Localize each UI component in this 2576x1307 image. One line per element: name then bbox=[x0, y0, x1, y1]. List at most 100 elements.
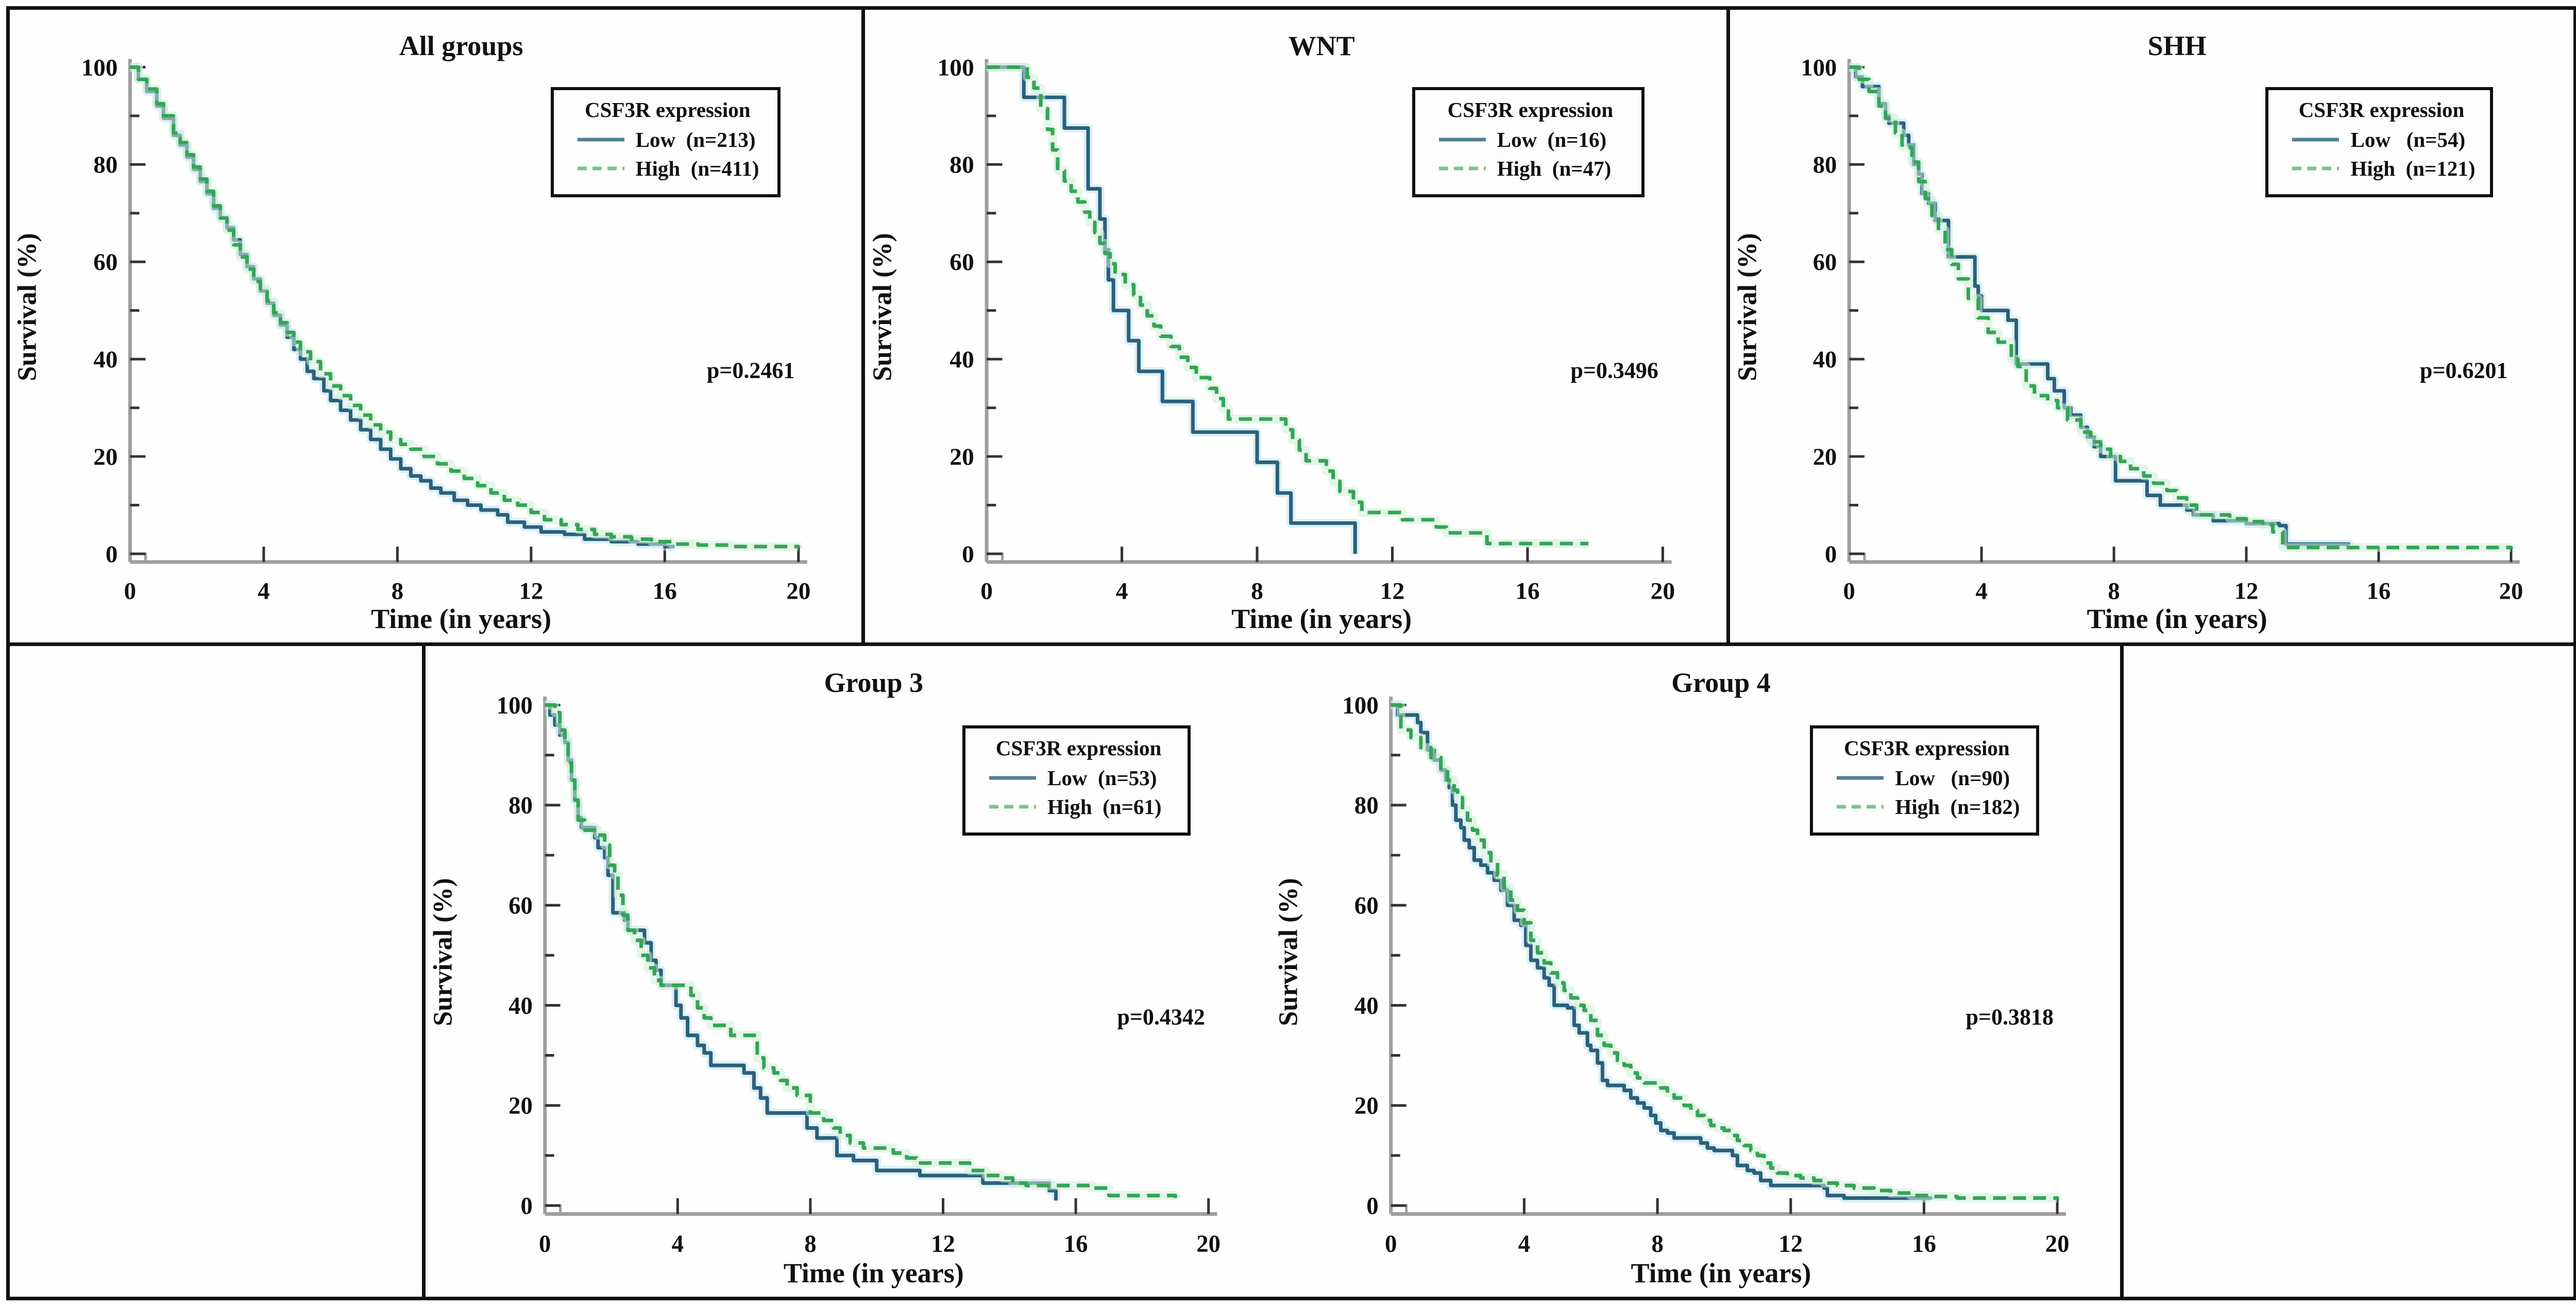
svg-text:20: 20 bbox=[1196, 1231, 1221, 1258]
svg-text:12: 12 bbox=[1778, 1231, 1803, 1258]
legend-title: CSF3R expression bbox=[1447, 97, 1614, 122]
svg-text:8: 8 bbox=[392, 578, 404, 605]
legend-title: CSF3R expression bbox=[1844, 736, 2010, 760]
svg-text:0: 0 bbox=[520, 1193, 532, 1220]
legend-title: CSF3R expression bbox=[2298, 97, 2465, 122]
high-dashed-line-swatch-icon bbox=[1837, 805, 1884, 809]
legend-label-high: High (n=411) bbox=[635, 156, 759, 180]
svg-text:16: 16 bbox=[653, 578, 677, 605]
legend-box: CSF3R expression Low (n=16) High (n=47) bbox=[1412, 87, 1645, 197]
svg-text:8: 8 bbox=[804, 1231, 816, 1258]
svg-text:80: 80 bbox=[1813, 151, 1837, 178]
p-value: p=0.6201 bbox=[2419, 358, 2508, 383]
legend-label-low: Low (n=90) bbox=[1895, 766, 2010, 790]
legend-box: CSF3R expression Low (n=213) High (n=411… bbox=[550, 87, 781, 197]
x-axis-label: Time (in years) bbox=[1231, 603, 1412, 635]
survival-plot-canvas: 0 20 40 60 80 100 0 4 8 12 16 20 bbox=[937, 55, 1675, 605]
legend-label-high: High (n=121) bbox=[2350, 156, 2476, 180]
svg-text:40: 40 bbox=[93, 346, 117, 373]
x-axis-label: Time (in years) bbox=[783, 1257, 964, 1288]
legend-row-low: Low (n=90) bbox=[1836, 766, 2031, 790]
high-dashed-line-swatch-icon bbox=[577, 166, 624, 171]
svg-text:100: 100 bbox=[81, 54, 118, 81]
legend-row-low: Low (n=213) bbox=[577, 127, 772, 152]
low-line-swatch-icon bbox=[1837, 776, 1884, 780]
svg-text:0: 0 bbox=[124, 578, 137, 605]
svg-text:4: 4 bbox=[1975, 578, 1987, 604]
svg-text:60: 60 bbox=[1354, 892, 1379, 920]
svg-text:12: 12 bbox=[931, 1231, 955, 1258]
svg-text:20: 20 bbox=[1651, 578, 1675, 605]
svg-text:100: 100 bbox=[937, 55, 974, 81]
svg-text:80: 80 bbox=[93, 151, 117, 178]
svg-text:80: 80 bbox=[950, 152, 974, 179]
svg-text:60: 60 bbox=[509, 892, 533, 920]
svg-text:16: 16 bbox=[1515, 578, 1540, 605]
high-dashed-line-swatch-icon bbox=[989, 805, 1037, 809]
legend-label-high: High (n=182) bbox=[1895, 795, 2020, 819]
svg-text:0: 0 bbox=[539, 1231, 551, 1258]
svg-text:100: 100 bbox=[497, 692, 533, 719]
svg-text:20: 20 bbox=[509, 1093, 533, 1120]
y-axis-label: Survival (%) bbox=[12, 233, 42, 381]
legend-label-low: Low (n=54) bbox=[2350, 127, 2466, 151]
x-axis-label: Time (in years) bbox=[1631, 1257, 1811, 1288]
svg-text:100: 100 bbox=[1801, 54, 1837, 81]
p-value: p=0.3496 bbox=[1570, 358, 1658, 383]
km-panel: 0 20 40 60 80 100 0 4 8 12 16 20 Group 4 Survival (… bbox=[1271, 646, 2124, 1297]
legend-box: CSF3R expression Low (n=54) High (n=121) bbox=[2265, 87, 2494, 197]
legend-label-low: Low (n=16) bbox=[1497, 127, 1607, 151]
survival-plot-canvas: 0 20 40 60 80 100 0 4 8 12 16 20 bbox=[1801, 54, 2523, 604]
legend-label-low: Low (n=53) bbox=[1047, 766, 1157, 790]
low-line-swatch-icon bbox=[2292, 138, 2340, 142]
legend-row-high: High (n=47) bbox=[1438, 156, 1636, 181]
svg-text:4: 4 bbox=[1116, 578, 1128, 605]
svg-text:20: 20 bbox=[1813, 444, 1837, 470]
svg-text:0: 0 bbox=[1366, 1193, 1378, 1220]
svg-text:4: 4 bbox=[672, 1231, 684, 1258]
svg-text:8: 8 bbox=[1651, 1231, 1663, 1258]
low-line-swatch-icon bbox=[577, 138, 624, 142]
legend-row-high: High (n=61) bbox=[988, 794, 1182, 819]
svg-text:20: 20 bbox=[786, 578, 810, 605]
svg-text:4: 4 bbox=[1518, 1231, 1530, 1258]
svg-text:16: 16 bbox=[1064, 1231, 1088, 1258]
svg-text:80: 80 bbox=[509, 792, 533, 820]
panel-title: WNT bbox=[1288, 30, 1355, 62]
legend-title: CSF3R expression bbox=[585, 97, 751, 122]
svg-text:100: 100 bbox=[1342, 692, 1378, 719]
high-dashed-line-swatch-icon bbox=[1438, 166, 1486, 171]
y-axis-label: Survival (%) bbox=[1733, 233, 1762, 381]
x-axis-label: Time (in years) bbox=[371, 603, 552, 635]
svg-text:60: 60 bbox=[1813, 249, 1837, 276]
km-panel: 0 20 40 60 80 100 0 4 8 12 16 20 WNT Survival (%) T… bbox=[865, 10, 1730, 646]
legend-row-low: Low (n=53) bbox=[988, 766, 1182, 790]
panel-title: All groups bbox=[399, 30, 523, 62]
svg-text:12: 12 bbox=[519, 578, 543, 605]
p-value: p=0.4342 bbox=[1117, 1004, 1205, 1030]
km-panel: 0 20 40 60 80 100 0 4 8 12 16 20 Group 3 Survival (… bbox=[422, 646, 1275, 1297]
svg-text:40: 40 bbox=[950, 346, 974, 373]
svg-text:60: 60 bbox=[950, 249, 974, 276]
survival-plot-canvas: 0 20 40 60 80 100 0 4 8 12 16 20 bbox=[1342, 692, 2070, 1258]
survival-figure: 0 20 40 60 80 100 0 4 8 12 16 20 All groups Surviva… bbox=[6, 6, 2576, 1300]
svg-text:0: 0 bbox=[1825, 541, 1837, 568]
y-axis-label: Survival (%) bbox=[428, 877, 458, 1026]
legend-title: CSF3R expression bbox=[995, 736, 1162, 760]
svg-text:20: 20 bbox=[950, 444, 974, 470]
high-dashed-line-swatch-icon bbox=[2292, 166, 2340, 171]
svg-text:40: 40 bbox=[1354, 992, 1379, 1020]
legend-row-low: Low (n=54) bbox=[2291, 127, 2485, 152]
panel-title: SHH bbox=[2147, 30, 2207, 62]
km-panel: 0 20 40 60 80 100 0 4 8 12 16 20 SHH Survival (%) T… bbox=[1730, 10, 2573, 646]
legend-row-high: High (n=121) bbox=[2291, 156, 2485, 181]
svg-text:0: 0 bbox=[980, 578, 993, 605]
legend-row-high: High (n=182) bbox=[1836, 794, 2031, 819]
svg-text:12: 12 bbox=[2234, 578, 2259, 604]
panel-title: Group 3 bbox=[824, 667, 923, 699]
svg-text:0: 0 bbox=[106, 541, 118, 568]
svg-text:0: 0 bbox=[1843, 578, 1855, 604]
svg-text:20: 20 bbox=[2045, 1231, 2070, 1258]
svg-text:16: 16 bbox=[2367, 578, 2391, 604]
svg-text:0: 0 bbox=[962, 541, 974, 568]
